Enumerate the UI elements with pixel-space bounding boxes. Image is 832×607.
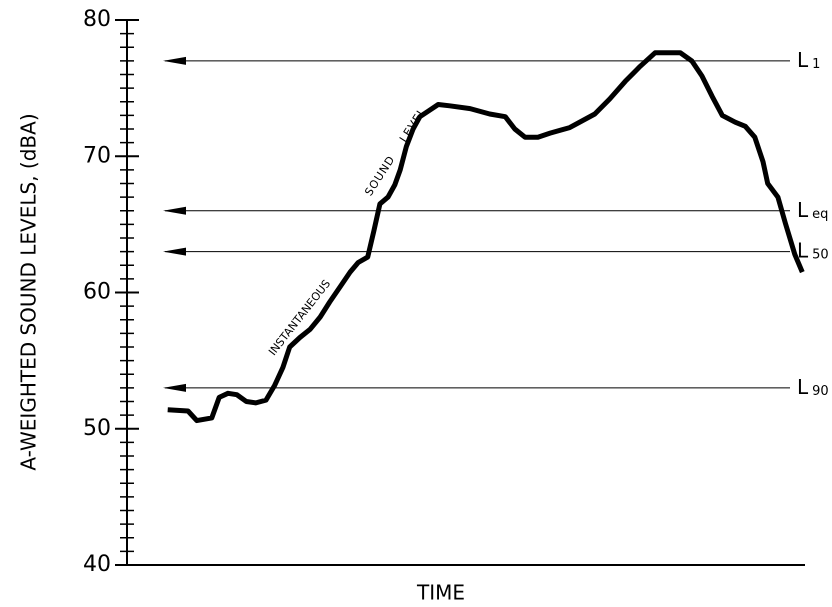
reference-label-sub: 1 (812, 56, 820, 71)
reference-label-sub: 50 (812, 247, 829, 262)
x-axis-label: TIME (416, 581, 465, 605)
reference-label-main: L (797, 47, 809, 71)
y-axis-label: A-WEIGHTED SOUND LEVELS, (dBA) (17, 113, 41, 470)
reference-label: L 50 (797, 238, 829, 262)
annotation: INSTANTANEOUS (266, 277, 333, 358)
reference-label: L 90 (797, 374, 829, 398)
y-tick-label: 60 (83, 280, 111, 305)
y-tick-label: 50 (83, 416, 111, 441)
reference-label-sub: 90 (812, 383, 829, 398)
reference-label-main: L (797, 238, 809, 262)
reference-label-main: L (797, 197, 809, 221)
reference-arrow (163, 247, 186, 256)
sound-level-line (167, 50, 805, 424)
reference-arrow (163, 383, 186, 392)
y-tick-label: 80 (83, 7, 111, 32)
reference-label-sub: eq (812, 206, 828, 221)
y-tick-label: 70 (83, 143, 111, 168)
reference-arrow (163, 206, 186, 215)
reference-arrow (163, 56, 186, 65)
y-tick-label: 40 (83, 552, 111, 577)
reference-label-main: L (797, 374, 809, 398)
